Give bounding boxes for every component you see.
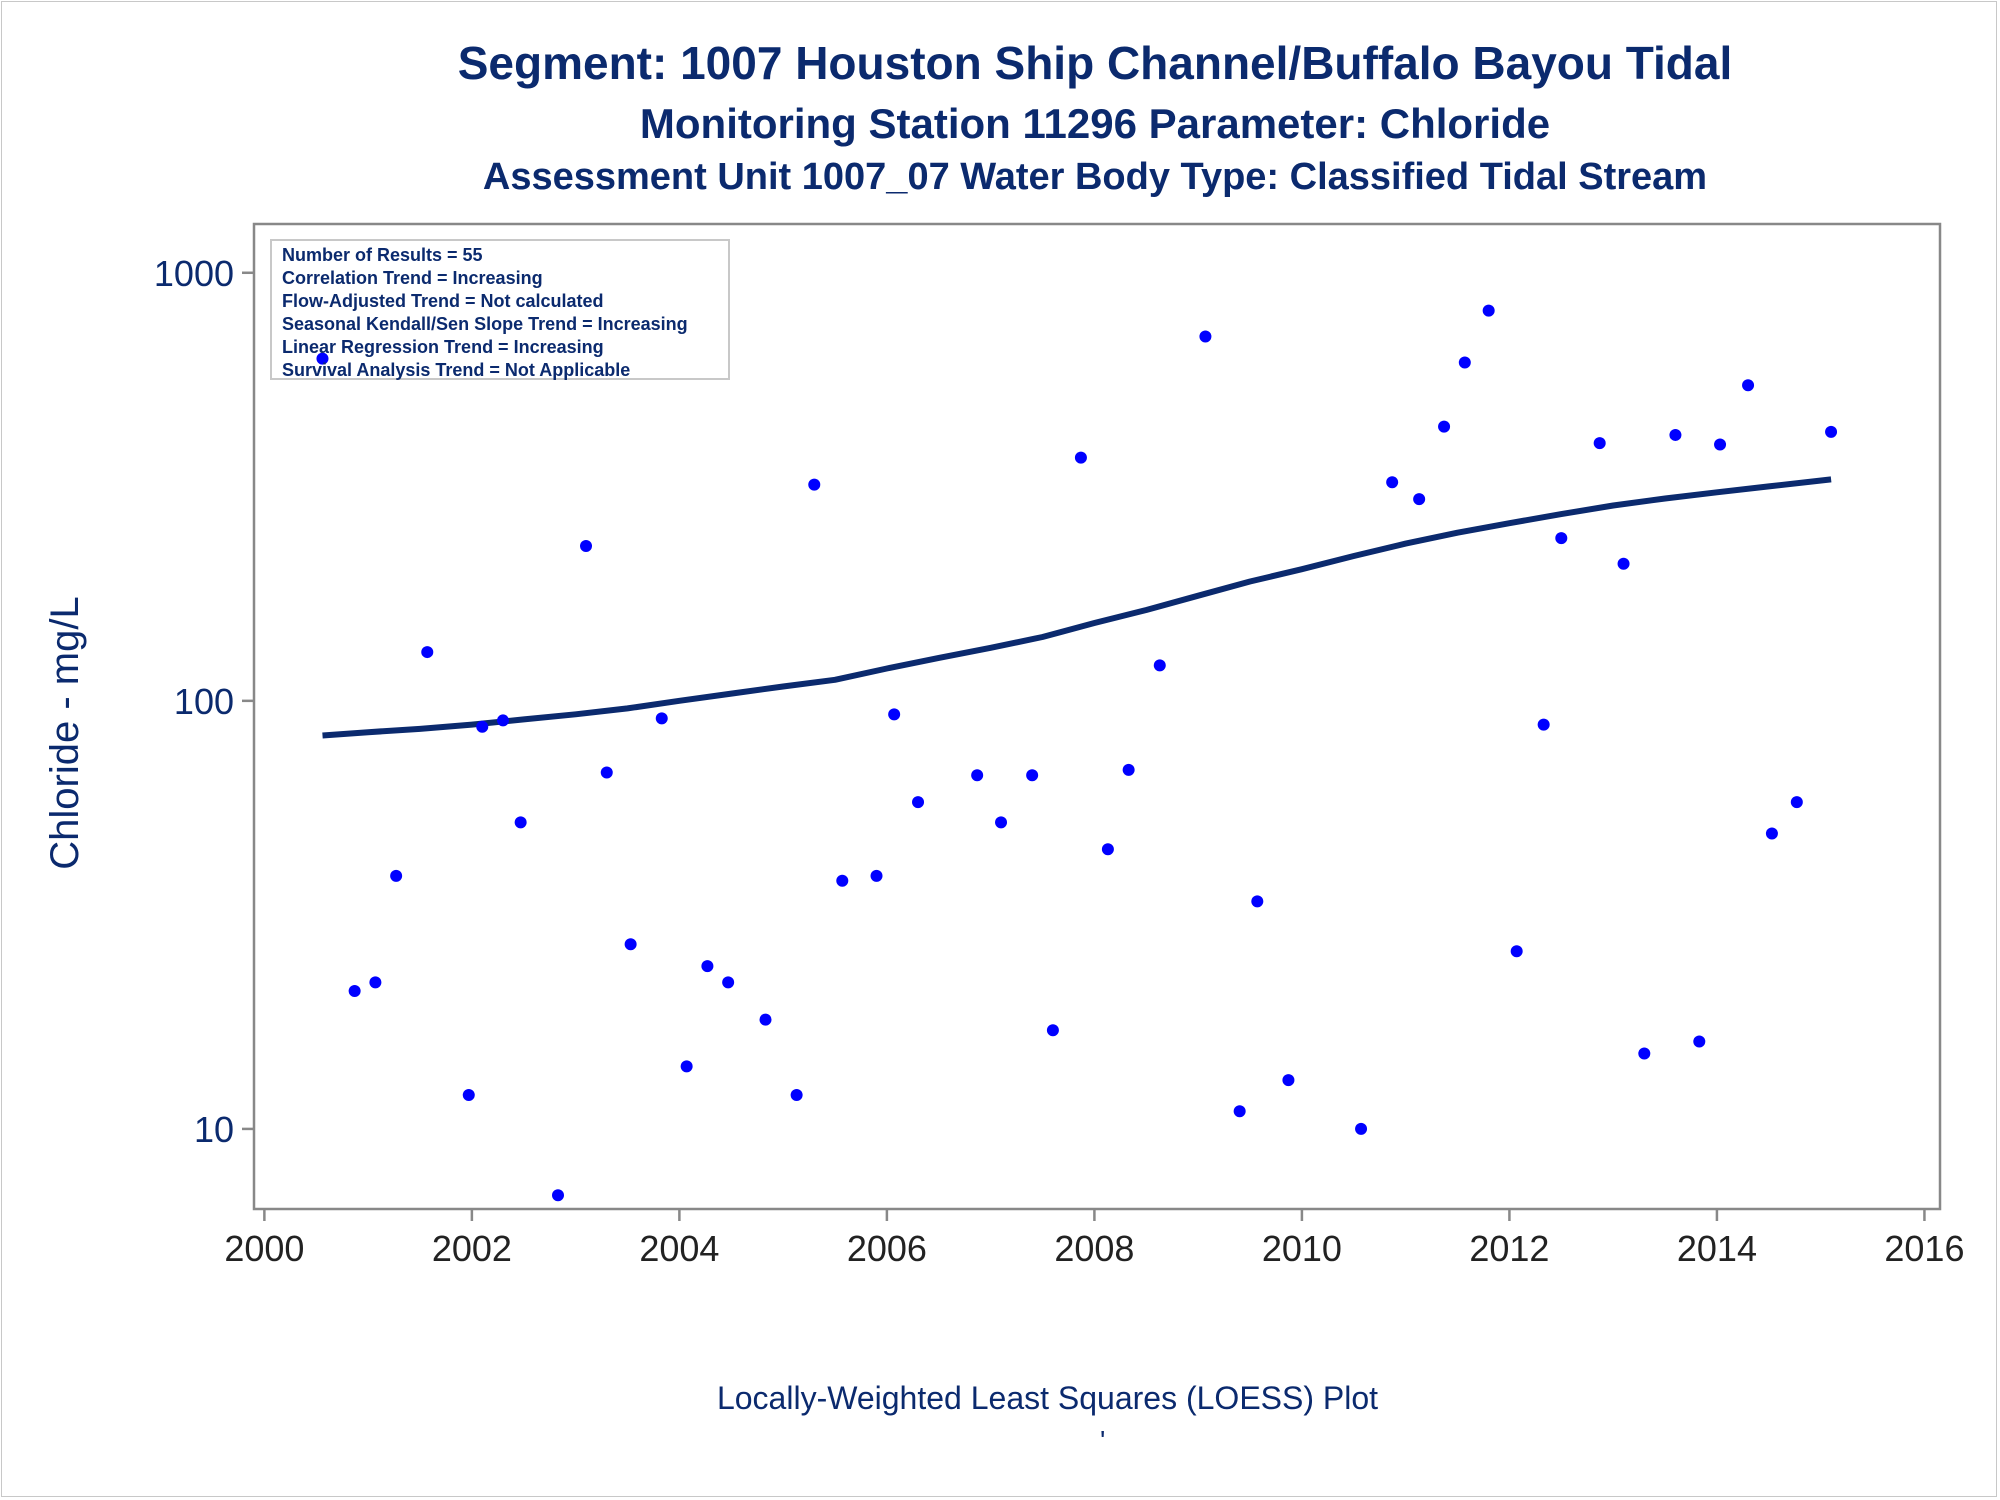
x-tick-label: 2004 xyxy=(639,1228,719,1269)
data-point xyxy=(1617,557,1630,570)
data-point xyxy=(600,766,613,779)
data-point xyxy=(1537,718,1550,731)
x-tick-label: 2002 xyxy=(432,1228,512,1269)
footnote: Locally-Weighted Least Squares (LOESS) P… xyxy=(716,1380,1379,1416)
data-point xyxy=(1765,827,1778,840)
data-point xyxy=(1593,437,1606,450)
stat-linear-regression-trend: Linear Regression Trend = Increasing xyxy=(282,337,604,357)
chart-subtitle-2: Assessment Unit 1007_07 Water Body Type:… xyxy=(482,156,1708,198)
data-point xyxy=(808,478,821,491)
data-point xyxy=(655,712,668,725)
data-point xyxy=(790,1089,803,1102)
data-point xyxy=(1825,425,1838,438)
data-point xyxy=(912,796,925,809)
trend-stats-box: Number of Results = 55 Correlation Trend… xyxy=(270,239,730,380)
data-point xyxy=(971,769,984,782)
data-point xyxy=(759,1013,772,1026)
data-point xyxy=(680,1060,693,1073)
x-tick-label: 2000 xyxy=(224,1228,304,1269)
data-point xyxy=(1153,659,1166,672)
data-point xyxy=(1233,1105,1246,1118)
loess-line xyxy=(322,476,1832,739)
x-tick-label: 2014 xyxy=(1677,1228,1757,1269)
data-point xyxy=(1251,895,1264,908)
data-point xyxy=(1790,796,1803,809)
data-point xyxy=(1199,330,1212,343)
x-tick-label: 2006 xyxy=(847,1228,927,1269)
data-point xyxy=(1046,1024,1059,1037)
data-point xyxy=(1510,945,1523,958)
data-point xyxy=(1714,438,1727,451)
data-point xyxy=(722,976,735,989)
data-point xyxy=(1638,1047,1651,1060)
data-point xyxy=(701,960,714,973)
axes xyxy=(242,222,1942,1221)
data-point xyxy=(1693,1035,1706,1048)
data-point xyxy=(888,708,901,721)
y-tick-label: 10 xyxy=(194,1109,234,1150)
data-point xyxy=(390,869,403,882)
data-point xyxy=(1101,843,1114,856)
tick-labels: 2000 2002 2004 2006 2008 2010 2012 2014 2016 10 10… xyxy=(154,253,1965,1269)
stat-number-of-results: Number of Results = 55 xyxy=(282,245,483,265)
footnote-mark: ' xyxy=(1100,1425,1106,1456)
chart-subtitle: Monitoring Station 11296 Parameter: Chlo… xyxy=(639,100,1551,147)
data-point xyxy=(476,720,489,733)
x-tick-label: 2010 xyxy=(1262,1228,1342,1269)
data-point xyxy=(1458,356,1471,369)
stat-correlation-trend: Correlation Trend = Increasing xyxy=(282,268,543,288)
y-tick-label: 1000 xyxy=(154,253,234,294)
data-point xyxy=(551,1189,564,1202)
y-tick-label: 100 xyxy=(174,681,234,722)
data-point xyxy=(1282,1074,1295,1087)
data-point xyxy=(624,938,637,951)
points-layer xyxy=(316,304,1838,1202)
x-tick-label: 2016 xyxy=(1884,1228,1964,1269)
data-point xyxy=(462,1089,475,1102)
data-point xyxy=(870,869,883,882)
stat-seasonal-kendall-trend: Seasonal Kendall/Sen Slope Trend = Incre… xyxy=(282,314,688,334)
data-point xyxy=(1122,763,1135,776)
plot-area xyxy=(252,222,1942,1211)
data-point xyxy=(836,874,849,887)
data-point xyxy=(421,646,434,659)
data-point xyxy=(514,816,527,829)
y-axis-label: Chloride - mg/L xyxy=(43,596,87,869)
data-point xyxy=(1438,420,1451,433)
stat-flow-adjusted-trend: Flow-Adjusted Trend = Not calculated xyxy=(282,291,604,311)
chart-title: Segment: 1007 Houston Ship Channel/Buffa… xyxy=(457,37,1733,89)
stat-survival-analysis-trend: Survival Analysis Trend = Not Applicable xyxy=(282,360,631,380)
data-point xyxy=(497,714,510,727)
x-tick-label: 2012 xyxy=(1469,1228,1549,1269)
data-point xyxy=(1386,476,1399,489)
data-point xyxy=(1074,451,1087,464)
data-point xyxy=(1413,493,1426,506)
data-point xyxy=(1026,769,1039,782)
data-point xyxy=(1669,428,1682,441)
data-point xyxy=(1355,1122,1368,1135)
data-point xyxy=(580,540,593,553)
data-point xyxy=(348,984,361,997)
data-point xyxy=(1555,532,1568,545)
data-point xyxy=(369,976,382,989)
data-point xyxy=(995,816,1008,829)
data-point xyxy=(1742,379,1755,392)
data-point xyxy=(1482,304,1495,317)
loess-line-layer xyxy=(322,476,1832,739)
x-tick-label: 2008 xyxy=(1054,1228,1134,1269)
data-point xyxy=(316,352,329,365)
